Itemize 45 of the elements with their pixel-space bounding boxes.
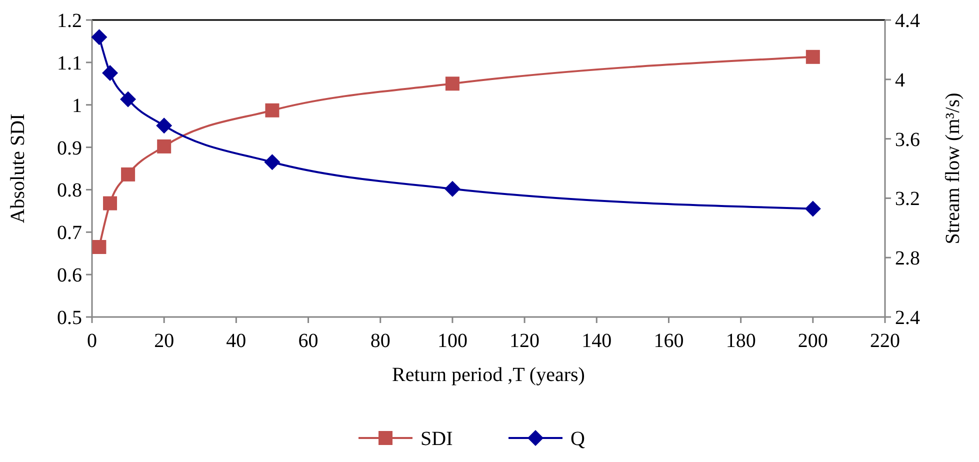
- x-tick-label: 120: [510, 330, 540, 352]
- point: [102, 65, 118, 82]
- point: [444, 180, 460, 197]
- point: [120, 91, 136, 108]
- point: [91, 29, 108, 46]
- y2-tick-label: 4: [895, 69, 905, 92]
- point: [121, 167, 136, 182]
- x-tick-label: 220: [870, 330, 900, 352]
- x-tick-label: 160: [654, 330, 684, 352]
- x-tick-label: 20: [154, 330, 174, 352]
- y-tick-label: 0.7: [57, 222, 82, 244]
- point: [445, 76, 460, 91]
- legend-label: Q: [570, 428, 586, 450]
- y-axis-title: Absolute SDI: [7, 114, 29, 224]
- point: [156, 118, 172, 134]
- x-tick-label: 0: [87, 330, 97, 352]
- point: [103, 196, 118, 210]
- y-tick-label: 1.2: [57, 10, 82, 32]
- x-tick-label: 180: [726, 330, 756, 352]
- x-tick-label: 140: [582, 330, 612, 352]
- y-tick-label: 0.9: [57, 137, 82, 160]
- x-tick-label: 60: [298, 330, 318, 352]
- point: [265, 103, 280, 118]
- y-tick-label: 1: [72, 94, 82, 117]
- y2-tick-label: 4.4: [895, 10, 920, 32]
- point: [806, 50, 820, 64]
- y-tick-label: 0.6: [57, 264, 82, 287]
- x-tick-label: 80: [370, 330, 390, 352]
- x-tick-label: 200: [798, 330, 828, 352]
- legend-label: SDI: [420, 428, 453, 450]
- y2-axis-title: Stream flow (m³/s): [942, 92, 964, 244]
- point: [92, 240, 106, 254]
- point: [264, 154, 280, 170]
- point: [804, 200, 821, 217]
- y-tick-label: 0.5: [57, 307, 82, 329]
- point: [157, 139, 172, 154]
- x-axis-title: Return period ,T (years): [392, 364, 585, 386]
- y2-tick-label: 3.6: [895, 128, 920, 151]
- x-tick-label: 40: [226, 330, 246, 352]
- y-tick-label: 1.1: [57, 52, 82, 74]
- x-tick-label: 100: [437, 330, 468, 352]
- y2-tick-label: 2.4: [895, 307, 920, 329]
- y2-tick-label: 3.2: [895, 188, 920, 210]
- y2-tick-label: 2.8: [895, 248, 920, 270]
- y-tick-label: 0.8: [57, 180, 82, 202]
